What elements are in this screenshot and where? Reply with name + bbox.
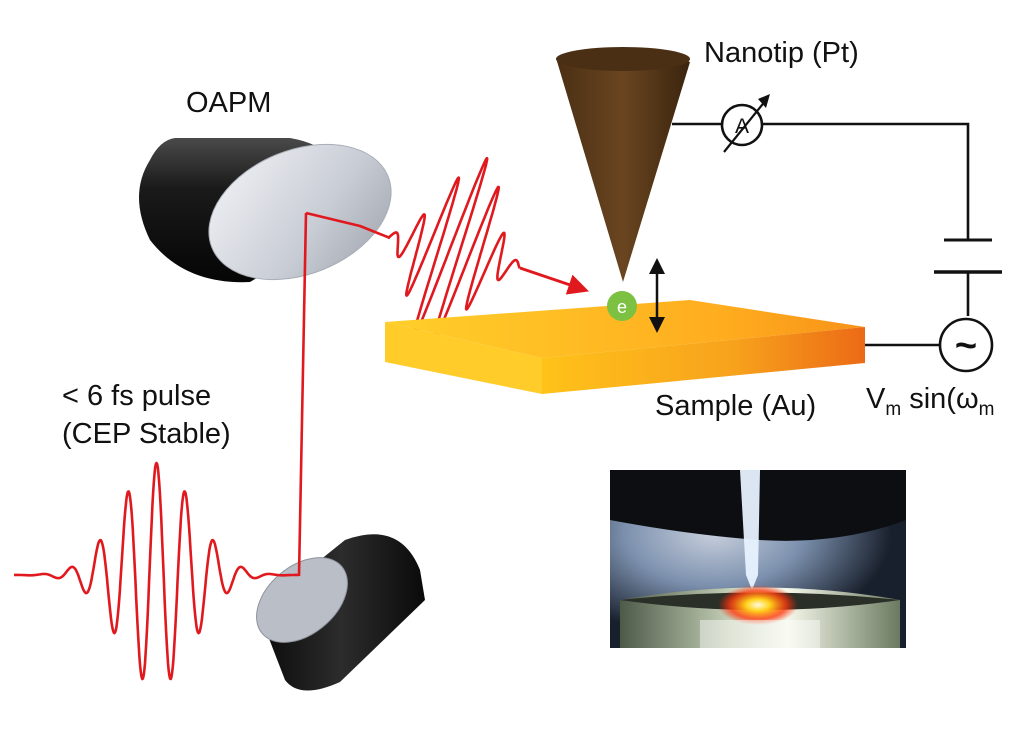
voltage-sub2: m [979, 399, 995, 420]
ac-source-icon: ~ [938, 317, 994, 373]
incoming-pulse [13, 461, 300, 681]
ammeter-icon: A [720, 94, 770, 153]
beam-arrow [519, 266, 589, 295]
oapm-mirror [139, 138, 392, 283]
voltage-v: V [866, 383, 886, 415]
voltage-mid: sin(ω [901, 383, 978, 415]
focused-pulse [387, 156, 521, 346]
electron-label: e [617, 297, 627, 317]
nanotip-label: Nanotip (Pt) [704, 37, 859, 69]
photo-inset [610, 470, 906, 648]
nanotip [556, 47, 690, 283]
voltage-label: Vm sin(ωm [866, 383, 994, 420]
sample-slab [385, 300, 865, 394]
sample-label: Sample (Au) [655, 390, 816, 422]
pulse-label-line2: (CEP Stable) [62, 418, 231, 450]
electron: e [607, 291, 637, 321]
double-arrow-icon [649, 258, 665, 333]
pulse-label-line1: < 6 fs pulse [62, 380, 211, 412]
battery-icon [934, 238, 1002, 280]
ac-source-label: ~ [955, 325, 977, 367]
voltage-sub1: m [885, 399, 901, 420]
lower-mirror [256, 534, 425, 691]
laser-beam [13, 156, 589, 681]
oapm-label: OAPM [186, 87, 271, 119]
reflected-beam [305, 211, 391, 240]
vertical-beam [297, 212, 308, 577]
ammeter-label: A [735, 115, 749, 138]
circuit [672, 122, 970, 347]
